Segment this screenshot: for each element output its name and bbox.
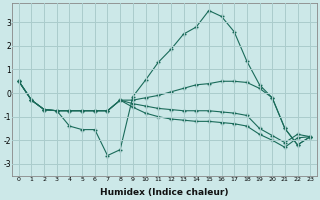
X-axis label: Humidex (Indice chaleur): Humidex (Indice chaleur) <box>100 188 229 197</box>
